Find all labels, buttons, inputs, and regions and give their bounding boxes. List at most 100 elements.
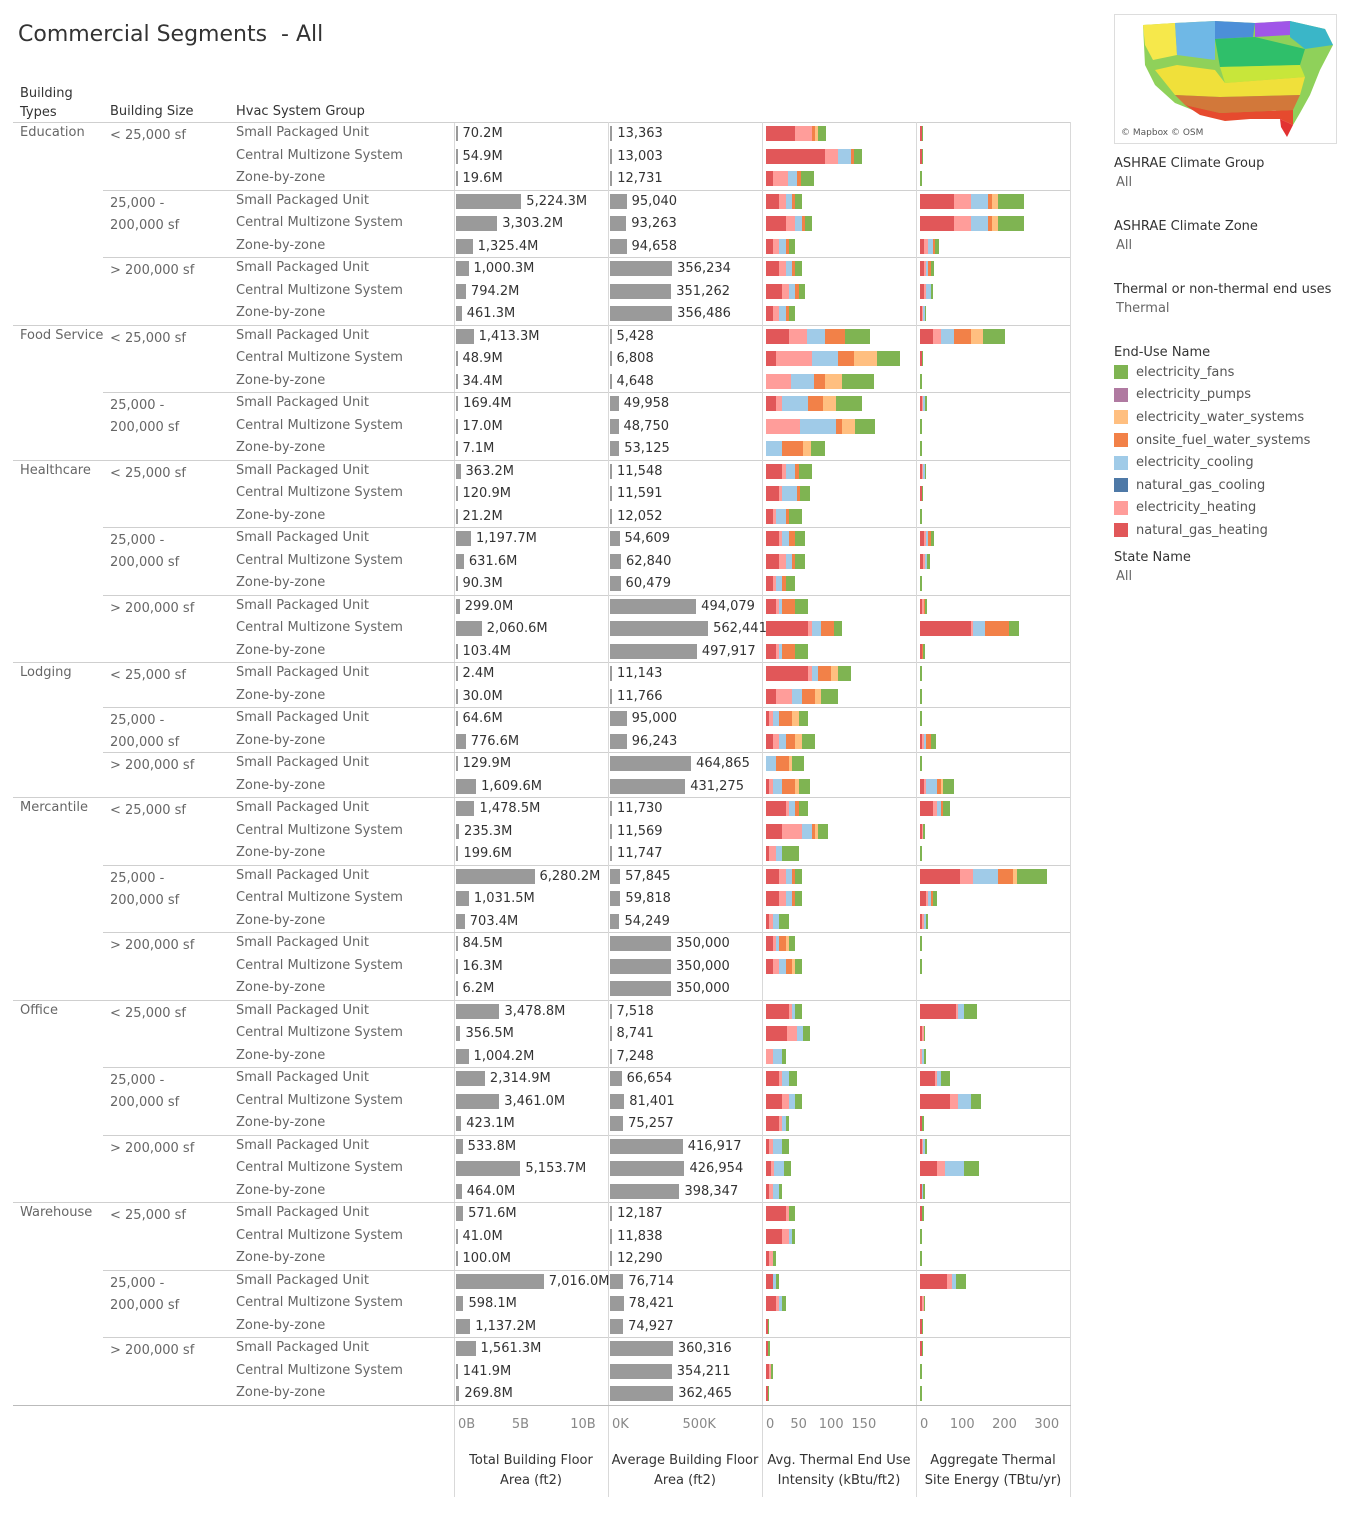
floor-area-bar[interactable] <box>456 1003 500 1019</box>
energy-segment-electricity-fans[interactable] <box>941 1071 950 1086</box>
energy-segment-electricity-fans[interactable] <box>921 126 923 141</box>
eui-segment-electricity-cooling[interactable] <box>779 643 783 659</box>
energy-segment-electricity-cooling[interactable] <box>928 238 933 254</box>
eui-segment-natural-gas-heating[interactable] <box>766 328 789 344</box>
energy-segment-electricity-cooling[interactable] <box>972 621 986 636</box>
energy-segment-electricity-fans[interactable] <box>931 733 937 749</box>
eui-segment-electricity-cooling[interactable] <box>785 868 793 884</box>
eui-segment-natural-gas-heating[interactable] <box>766 688 776 704</box>
eui-segment-natural-gas-heating[interactable] <box>766 486 780 501</box>
eui-segment-electricity-fans[interactable] <box>795 261 802 276</box>
eui-segment-natural-gas-heating[interactable] <box>766 1341 768 1356</box>
floor-area-bar[interactable] <box>456 171 458 186</box>
avg-area-bar[interactable] <box>610 1071 622 1086</box>
floor-area-bar[interactable] <box>456 1116 462 1131</box>
eui-segment-electricity-heating[interactable] <box>779 868 786 884</box>
eui-segment-natural-gas-heating[interactable] <box>766 283 783 299</box>
eui-segment-natural-gas-heating[interactable] <box>766 1228 783 1244</box>
energy-segment-natural-gas-heating[interactable] <box>920 733 923 749</box>
avg-area-bar[interactable] <box>610 1161 685 1176</box>
eui-segment-natural-gas-heating[interactable] <box>766 148 825 164</box>
filter-state[interactable]: State Name All <box>1114 549 1191 584</box>
energy-segment-electricity-cooling[interactable] <box>928 891 931 906</box>
energy-segment-electricity-fans[interactable] <box>921 351 923 366</box>
eui-segment-onsite-fuel-water-systems[interactable] <box>788 531 796 546</box>
eui-segment-electricity-heating[interactable] <box>782 463 786 479</box>
avg-area-bar[interactable] <box>610 486 613 501</box>
floor-area-bar[interactable] <box>456 531 471 546</box>
eui-segment-electricity-cooling[interactable] <box>779 306 786 321</box>
eui-segment-electricity-cooling[interactable] <box>807 328 826 344</box>
avg-area-bar[interactable] <box>610 441 620 456</box>
energy-segment-onsite-fuel-water-systems[interactable] <box>953 328 971 344</box>
floor-area-bar[interactable] <box>456 216 498 231</box>
eui-segment-electricity-fans[interactable] <box>844 328 870 344</box>
floor-area-bar[interactable] <box>456 1363 458 1379</box>
eui-segment-onsite-fuel-water-systems[interactable] <box>796 486 800 501</box>
floor-area-bar[interactable] <box>456 1093 500 1109</box>
energy-segment-natural-gas-heating[interactable] <box>920 1003 956 1019</box>
energy-segment-onsite-fuel-water-systems[interactable] <box>941 801 944 816</box>
eui-segment-natural-gas-heating[interactable] <box>766 261 780 276</box>
energy-segment-natural-gas-heating[interactable] <box>920 396 922 411</box>
avg-area-bar[interactable] <box>610 553 621 569</box>
eui-segment-onsite-fuel-water-systems[interactable] <box>779 711 793 726</box>
eui-segment-onsite-fuel-water-systems[interactable] <box>811 126 815 141</box>
eui-segment-natural-gas-heating[interactable] <box>766 643 776 659</box>
eui-segment-electricity-cooling[interactable] <box>785 553 793 569</box>
eui-segment-electricity-heating[interactable] <box>786 1026 797 1041</box>
eui-segment-electricity-fans[interactable] <box>795 958 802 974</box>
floor-area-bar[interactable] <box>456 508 458 524</box>
energy-segment-onsite-fuel-water-systems[interactable] <box>932 238 935 254</box>
eui-segment-onsite-fuel-water-systems[interactable] <box>775 756 789 771</box>
avg-area-bar[interactable] <box>610 193 627 209</box>
eui-segment-natural-gas-heating[interactable] <box>766 801 786 816</box>
eui-segment-onsite-fuel-water-systems[interactable] <box>797 171 801 186</box>
eui-segment-electricity-heating[interactable] <box>779 486 783 501</box>
eui-segment-electricity-cooling[interactable] <box>788 801 796 816</box>
energy-segment-electricity-cooling[interactable] <box>926 778 937 794</box>
energy-segment-natural-gas-heating[interactable] <box>920 1161 937 1176</box>
energy-segment-natural-gas-heating[interactable] <box>920 216 954 231</box>
energy-segment-natural-gas-heating[interactable] <box>920 463 922 479</box>
energy-segment-electricity-fans[interactable] <box>998 216 1024 231</box>
eui-segment-onsite-fuel-water-systems[interactable] <box>792 193 796 209</box>
avg-area-bar[interactable] <box>610 1048 612 1064</box>
legend-item-electricity-water-systems[interactable]: electricity_water_systems <box>1114 406 1344 429</box>
eui-segment-electricity-fans[interactable] <box>779 913 789 929</box>
eui-segment-electricity-water-systems[interactable] <box>842 418 856 434</box>
eui-segment-electricity-fans[interactable] <box>779 1183 783 1199</box>
avg-area-bar[interactable] <box>610 148 613 164</box>
eui-segment-electricity-heating[interactable] <box>782 1093 789 1109</box>
energy-segment-electricity-fans[interactable] <box>925 1138 928 1154</box>
eui-segment-natural-gas-heating[interactable] <box>766 531 780 546</box>
eui-segment-electricity-cooling[interactable] <box>779 1296 783 1311</box>
energy-segment-natural-gas-heating[interactable] <box>920 1071 935 1086</box>
floor-area-bar[interactable] <box>456 126 458 141</box>
floor-area-bar[interactable] <box>456 396 459 411</box>
eui-segment-electricity-fans[interactable] <box>818 126 826 141</box>
avg-area-bar[interactable] <box>610 396 619 411</box>
eui-segment-electricity-fans[interactable] <box>795 868 802 884</box>
energy-segment-electricity-cooling[interactable] <box>936 801 942 816</box>
avg-area-bar[interactable] <box>610 711 627 726</box>
eui-segment-natural-gas-heating[interactable] <box>766 238 773 254</box>
avg-area-bar[interactable] <box>610 261 673 276</box>
eui-segment-natural-gas-heating[interactable] <box>766 891 780 906</box>
avg-area-bar[interactable] <box>610 1251 613 1266</box>
energy-segment-electricity-heating[interactable] <box>921 1138 923 1154</box>
avg-area-bar[interactable] <box>610 913 620 929</box>
floor-area-bar[interactable] <box>456 1048 469 1064</box>
eui-segment-electricity-heating[interactable] <box>766 1048 773 1064</box>
eui-segment-electricity-fans[interactable] <box>792 756 804 771</box>
energy-segment-electricity-fans[interactable] <box>1017 868 1047 884</box>
avg-area-bar[interactable] <box>610 576 621 591</box>
eui-segment-natural-gas-heating[interactable] <box>766 621 809 636</box>
filter-climate-zone[interactable]: ASHRAE Climate Zone All <box>1114 219 1258 253</box>
eui-segment-electricity-heating[interactable] <box>824 148 838 164</box>
eui-segment-electricity-heating[interactable] <box>772 733 780 749</box>
energy-segment-natural-gas-heating[interactable] <box>920 1273 948 1289</box>
floor-area-bar[interactable] <box>456 621 482 636</box>
energy-segment-electricity-cooling[interactable] <box>926 261 929 276</box>
energy-segment-electricity-fans[interactable] <box>920 756 922 771</box>
